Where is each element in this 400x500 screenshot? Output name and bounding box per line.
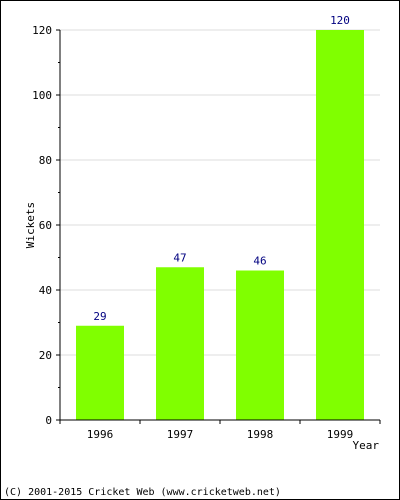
y-tick-label: 0 xyxy=(45,414,52,427)
y-tick-label: 60 xyxy=(39,219,52,232)
bar-1999 xyxy=(316,30,364,420)
x-ticks: 1996 1997 1998 1999 xyxy=(59,420,381,441)
x-axis-title: Year xyxy=(353,439,380,452)
data-labels: 29 47 46 120 xyxy=(93,14,350,323)
y-ticks: 0 20 40 60 80 100 120 xyxy=(32,24,60,427)
x-tick-label: 1999 xyxy=(327,428,354,441)
data-label-1998: 46 xyxy=(253,255,266,268)
y-axis-title: Wickets xyxy=(24,202,37,248)
data-label-1999: 120 xyxy=(330,14,350,27)
y-tick-label: 120 xyxy=(32,24,52,37)
data-label-1997: 47 xyxy=(173,251,186,264)
y-tick-label: 20 xyxy=(39,349,52,362)
bars xyxy=(76,30,364,420)
data-label-1996: 29 xyxy=(93,310,106,323)
x-tick-label: 1997 xyxy=(167,428,194,441)
y-tick-label: 40 xyxy=(39,284,52,297)
x-tick-label: 1998 xyxy=(247,428,274,441)
y-tick-label: 80 xyxy=(39,154,52,167)
bar-1996 xyxy=(76,325,124,420)
copyright-footer: (C) 2001-2015 Cricket Web (www.cricketwe… xyxy=(4,487,281,498)
bar-1997 xyxy=(156,267,204,420)
bar-1998 xyxy=(236,270,284,420)
y-tick-label: 100 xyxy=(32,89,52,102)
x-tick-label: 1996 xyxy=(87,428,114,441)
